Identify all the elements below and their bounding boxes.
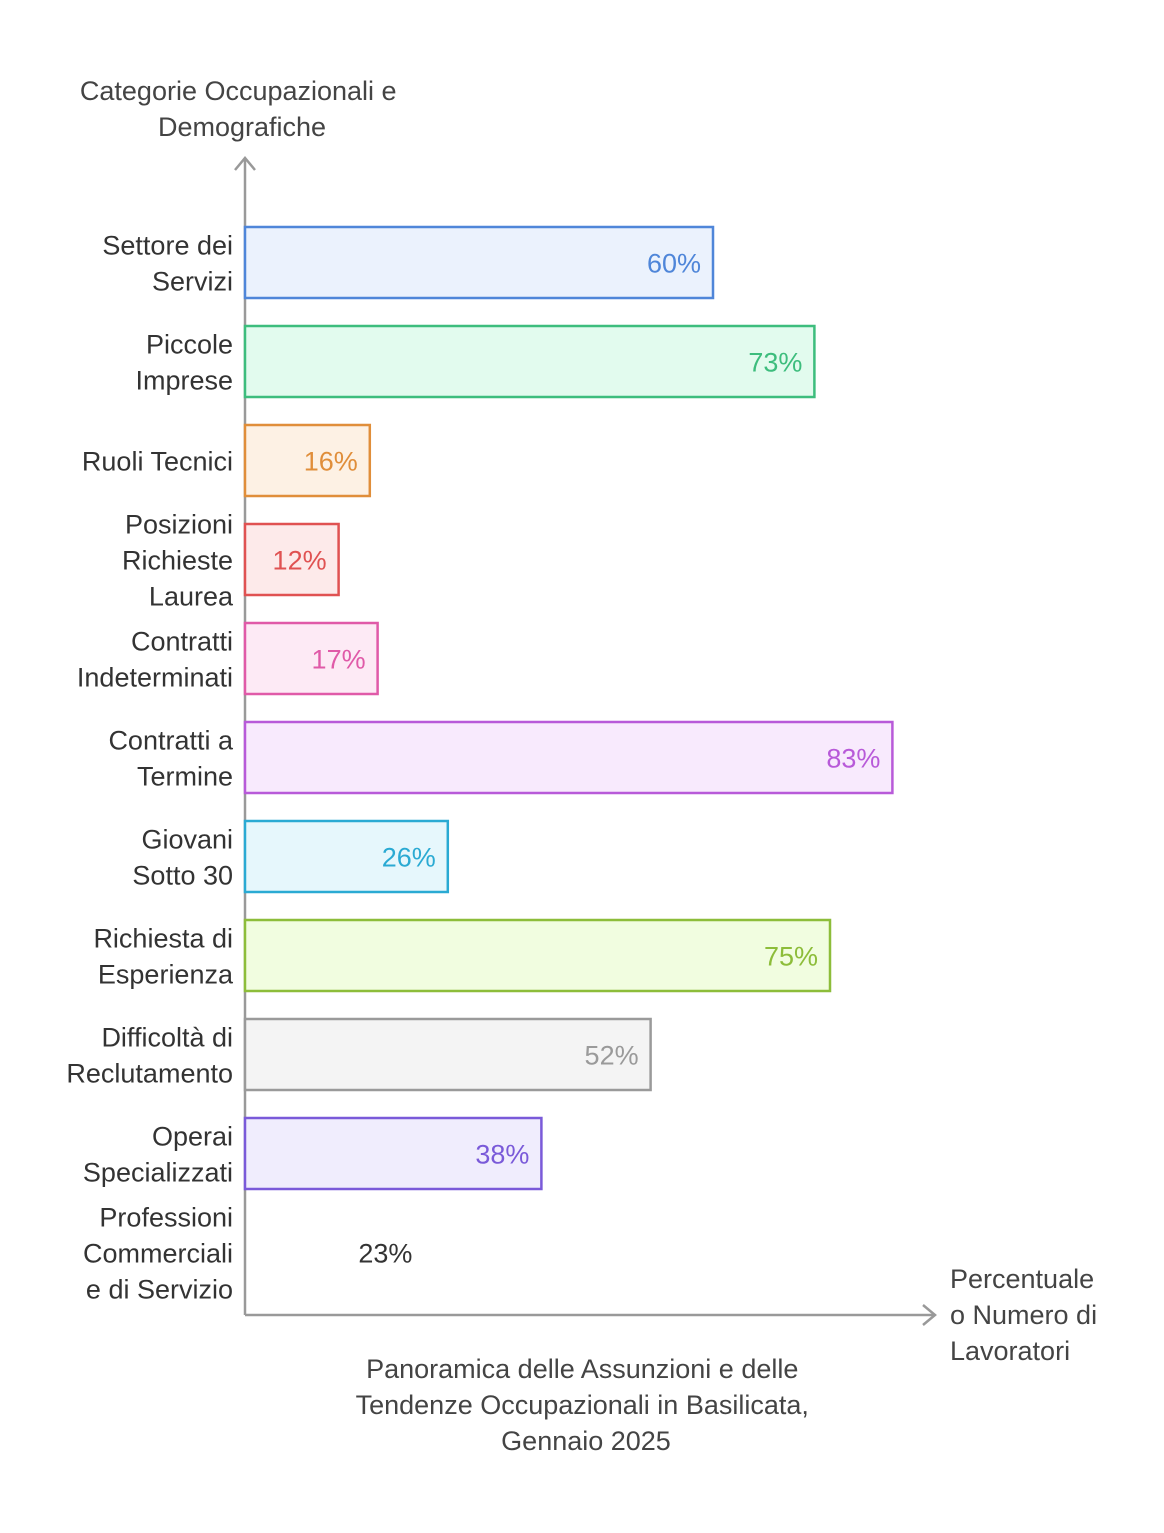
category-label-line: Sotto 30 bbox=[132, 861, 233, 891]
bar-value-label: 75% bbox=[764, 942, 818, 972]
x-axis-title-line: o Numero di bbox=[950, 1300, 1097, 1330]
category-label-line: Richiesta di bbox=[93, 924, 233, 954]
chart-title-line: Tendenze Occupazionali in Basilicata, bbox=[356, 1390, 809, 1420]
bar bbox=[243, 621, 379, 696]
bar-value-label: 38% bbox=[475, 1140, 529, 1170]
category-label-line: Piccole bbox=[146, 330, 233, 360]
chart-title: Panoramica delle Assunzioni e delle Tend… bbox=[356, 1354, 817, 1456]
category-label-line: Difficoltà di bbox=[101, 1023, 233, 1053]
bar-value-label: 23% bbox=[358, 1239, 412, 1269]
category-label-line: Professioni bbox=[99, 1203, 233, 1233]
chart-title-line: Panoramica delle Assunzioni e delle bbox=[366, 1354, 798, 1384]
x-axis-arrow bbox=[922, 1304, 937, 1326]
category-label: Difficoltà di Reclutamento bbox=[66, 1023, 233, 1089]
bar bbox=[243, 423, 372, 498]
category-label-line: Servizi bbox=[152, 267, 233, 297]
x-axis-title: Percentuale o Numero di Lavoratori bbox=[950, 1264, 1105, 1366]
category-label: Contratti a Termine bbox=[108, 726, 234, 792]
category-label: Operai Specializzati bbox=[83, 1122, 233, 1188]
category-label: Giovani Sotto 30 bbox=[132, 825, 233, 891]
y-axis-title-line: Demografiche bbox=[158, 112, 326, 142]
category-label: Piccole Imprese bbox=[135, 330, 233, 396]
category-label-line: Contratti bbox=[131, 627, 233, 657]
category-label: Settore dei Servizi bbox=[102, 231, 233, 297]
category-label-line: Richieste bbox=[122, 546, 233, 576]
x-axis-title-line: Lavoratori bbox=[950, 1336, 1070, 1366]
category-label-line: Contratti a bbox=[108, 726, 234, 756]
bar-value-label: 52% bbox=[585, 1041, 639, 1071]
category-label-line: Laurea bbox=[149, 582, 234, 612]
y-axis-title-line: Categorie Occupazionali e bbox=[80, 76, 397, 106]
bar bbox=[243, 225, 715, 300]
bar-value-label: 60% bbox=[647, 249, 701, 279]
category-label-line: Commerciali bbox=[83, 1239, 233, 1269]
category-label-line: Specializzati bbox=[83, 1158, 233, 1188]
bar-value-label: 12% bbox=[273, 546, 327, 576]
bar-value-label: 17% bbox=[312, 645, 366, 675]
bar bbox=[243, 720, 894, 795]
category-label-line: Indeterminati bbox=[77, 663, 233, 693]
category-label-line: Reclutamento bbox=[66, 1059, 233, 1089]
bar bbox=[243, 522, 340, 597]
bar bbox=[243, 1017, 652, 1092]
category-label: Richiesta di Esperienza bbox=[93, 924, 234, 990]
chart-title-line: Gennaio 2025 bbox=[501, 1426, 671, 1456]
category-label: Contratti Indeterminati bbox=[77, 627, 233, 693]
y-axis-arrow bbox=[234, 156, 256, 171]
category-label-line: Posizioni bbox=[125, 510, 233, 540]
bars-group: 60% Settore dei Servizi 73% Piccole Imprese 16… bbox=[66, 225, 894, 1305]
category-label-line: Esperienza bbox=[98, 960, 234, 990]
bar bbox=[243, 1116, 543, 1191]
category-label-line: Ruoli Tecnici bbox=[82, 447, 233, 477]
bar-value-label: 73% bbox=[748, 348, 802, 378]
y-axis-title: Categorie Occupazionali e Demografiche bbox=[80, 76, 404, 142]
bar bbox=[243, 819, 450, 894]
bar-value-label: 26% bbox=[382, 843, 436, 873]
category-label-line: e di Servizio bbox=[86, 1275, 233, 1305]
category-label: Professioni Commerciali e di Servizio bbox=[83, 1203, 233, 1305]
category-label-line: Imprese bbox=[135, 366, 233, 396]
bar bbox=[243, 918, 832, 993]
bar-value-label: 16% bbox=[304, 447, 358, 477]
category-label-line: Termine bbox=[137, 762, 233, 792]
x-axis-title-line: Percentuale bbox=[950, 1264, 1094, 1294]
bar-value-label: 83% bbox=[826, 744, 880, 774]
category-label: Ruoli Tecnici bbox=[82, 447, 233, 477]
category-label-line: Operai bbox=[152, 1122, 233, 1152]
category-label-line: Settore dei bbox=[102, 231, 233, 261]
category-label: Posizioni Richieste Laurea bbox=[122, 510, 234, 612]
bar bbox=[243, 324, 816, 399]
category-label-line: Giovani bbox=[141, 825, 233, 855]
